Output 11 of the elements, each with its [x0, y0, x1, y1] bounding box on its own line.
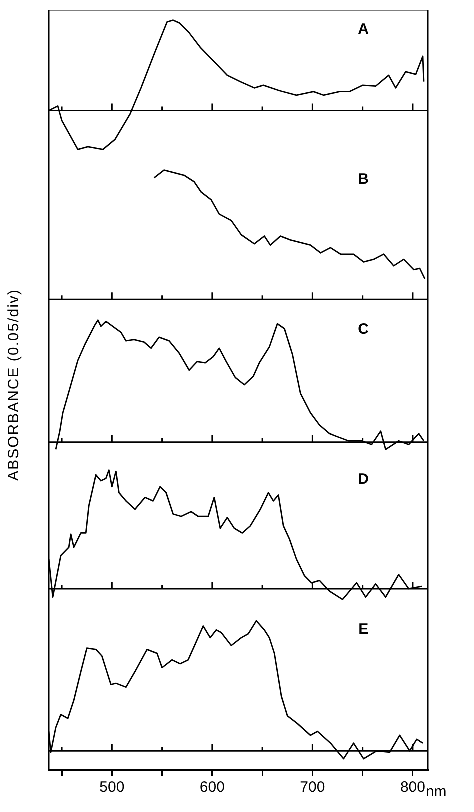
annotation: B	[358, 171, 370, 188]
x-tick-label: 600	[200, 779, 225, 796]
y-axis-title: ABSORBANCE (0.05/div)	[6, 289, 22, 481]
x-axis-title: nm	[426, 784, 447, 801]
annotation: E	[358, 621, 369, 638]
x-tick-label: 800	[400, 779, 426, 796]
x-tick-label: 500	[100, 779, 125, 796]
annotation: A	[358, 21, 370, 38]
x-tick-label: 700	[300, 779, 326, 796]
annotation: C	[358, 321, 370, 338]
annotation: D	[358, 471, 370, 488]
